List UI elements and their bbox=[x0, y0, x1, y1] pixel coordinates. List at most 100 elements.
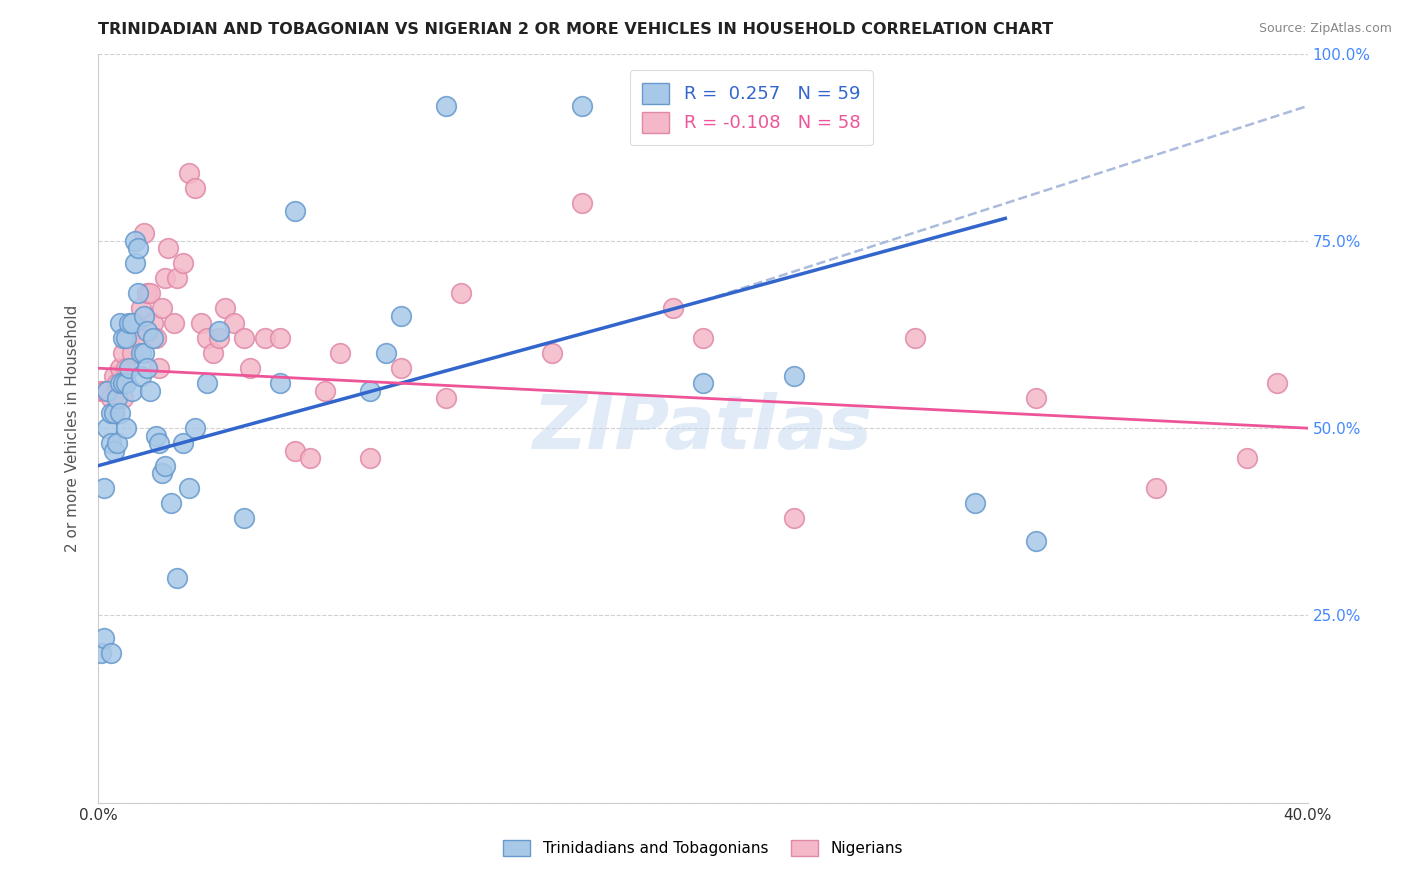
Point bbox=[571, 196, 593, 211]
Point bbox=[127, 286, 149, 301]
Point bbox=[93, 631, 115, 645]
Point bbox=[1236, 451, 1258, 466]
Point bbox=[135, 324, 157, 338]
Point bbox=[148, 361, 170, 376]
Point bbox=[374, 346, 396, 360]
Point bbox=[142, 316, 165, 330]
Point bbox=[100, 436, 122, 450]
Point bbox=[114, 331, 136, 345]
Point bbox=[172, 256, 194, 270]
Point bbox=[129, 368, 152, 383]
Point bbox=[184, 181, 207, 195]
Point bbox=[145, 428, 167, 442]
Point bbox=[90, 384, 112, 398]
Point bbox=[1267, 376, 1289, 391]
Point bbox=[284, 203, 307, 218]
Point bbox=[105, 436, 128, 450]
Point bbox=[389, 309, 412, 323]
Point bbox=[103, 443, 125, 458]
Point bbox=[135, 361, 157, 376]
Point bbox=[208, 331, 231, 345]
Point bbox=[100, 406, 122, 420]
Point bbox=[132, 309, 155, 323]
Point bbox=[360, 451, 382, 466]
Point bbox=[114, 361, 136, 376]
Point bbox=[105, 376, 128, 391]
Point bbox=[208, 324, 231, 338]
Point bbox=[239, 361, 262, 376]
Point bbox=[111, 391, 134, 405]
Point bbox=[783, 368, 806, 383]
Point bbox=[100, 646, 122, 660]
Point bbox=[1024, 533, 1046, 548]
Point bbox=[692, 376, 714, 391]
Point bbox=[124, 256, 146, 270]
Point bbox=[108, 376, 131, 391]
Point bbox=[118, 361, 141, 376]
Point bbox=[121, 316, 143, 330]
Point bbox=[965, 496, 987, 510]
Point bbox=[360, 384, 382, 398]
Point bbox=[783, 511, 806, 525]
Point bbox=[108, 361, 131, 376]
Point bbox=[1024, 391, 1046, 405]
Point bbox=[108, 316, 131, 330]
Point bbox=[284, 443, 307, 458]
Point bbox=[103, 406, 125, 420]
Point bbox=[121, 346, 143, 360]
Point bbox=[114, 421, 136, 435]
Point bbox=[434, 391, 457, 405]
Point bbox=[118, 316, 141, 330]
Point bbox=[129, 301, 152, 316]
Point bbox=[100, 391, 122, 405]
Point bbox=[299, 451, 322, 466]
Point bbox=[314, 384, 336, 398]
Point bbox=[90, 646, 112, 660]
Point bbox=[127, 241, 149, 255]
Point bbox=[96, 384, 118, 398]
Point bbox=[103, 406, 125, 420]
Point bbox=[160, 496, 183, 510]
Point bbox=[118, 331, 141, 345]
Point bbox=[224, 316, 246, 330]
Point bbox=[127, 331, 149, 345]
Point bbox=[132, 227, 155, 241]
Y-axis label: 2 or more Vehicles in Household: 2 or more Vehicles in Household bbox=[65, 304, 80, 552]
Point bbox=[166, 571, 188, 585]
Point bbox=[129, 346, 152, 360]
Point bbox=[145, 331, 167, 345]
Point bbox=[135, 286, 157, 301]
Point bbox=[139, 286, 162, 301]
Point bbox=[195, 331, 218, 345]
Point bbox=[166, 271, 188, 285]
Point bbox=[179, 166, 201, 180]
Point bbox=[329, 346, 352, 360]
Point bbox=[111, 331, 134, 345]
Point bbox=[190, 316, 212, 330]
Point bbox=[571, 99, 593, 113]
Point bbox=[96, 384, 118, 398]
Point bbox=[96, 421, 118, 435]
Point bbox=[389, 361, 412, 376]
Point bbox=[103, 368, 125, 383]
Point bbox=[184, 421, 207, 435]
Point bbox=[148, 436, 170, 450]
Point bbox=[172, 436, 194, 450]
Point bbox=[150, 301, 173, 316]
Point bbox=[269, 331, 291, 345]
Point bbox=[153, 458, 176, 473]
Point bbox=[540, 346, 562, 360]
Point bbox=[142, 331, 165, 345]
Text: ZIPatlas: ZIPatlas bbox=[533, 392, 873, 465]
Point bbox=[904, 331, 927, 345]
Point bbox=[450, 286, 472, 301]
Point bbox=[108, 406, 131, 420]
Text: TRINIDADIAN AND TOBAGONIAN VS NIGERIAN 2 OR MORE VEHICLES IN HOUSEHOLD CORRELATI: TRINIDADIAN AND TOBAGONIAN VS NIGERIAN 2… bbox=[98, 22, 1053, 37]
Point bbox=[195, 376, 218, 391]
Point bbox=[269, 376, 291, 391]
Point bbox=[179, 481, 201, 495]
Point bbox=[1144, 481, 1167, 495]
Point bbox=[153, 271, 176, 285]
Point bbox=[114, 376, 136, 391]
Point bbox=[232, 511, 254, 525]
